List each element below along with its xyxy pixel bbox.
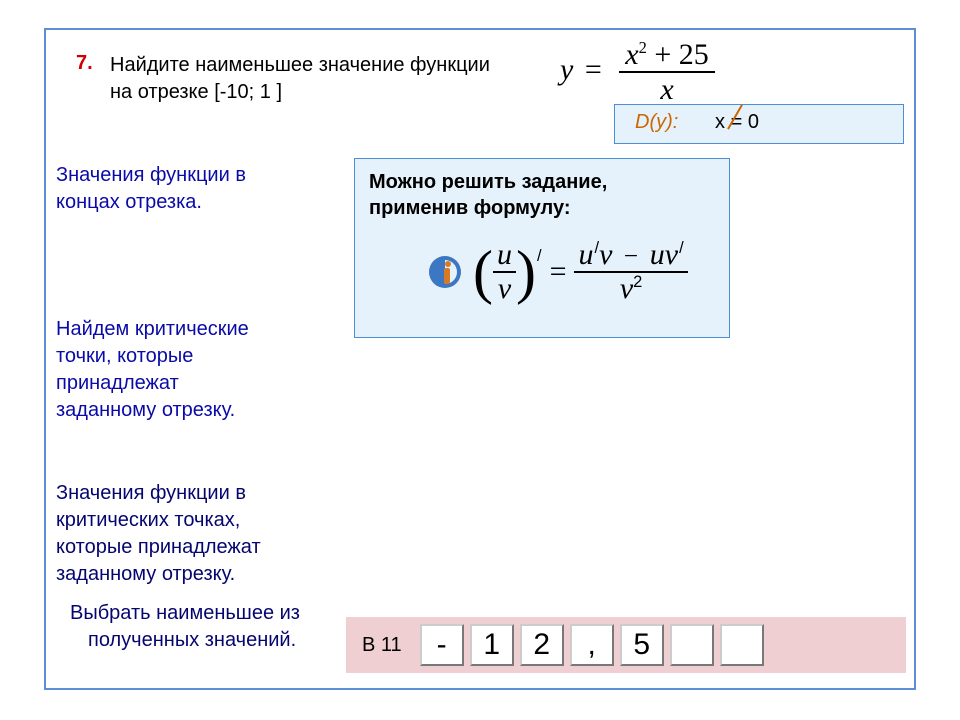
answer-cell-0[interactable]: - <box>420 624 464 666</box>
step2-line1: Найдем критические <box>56 318 249 340</box>
answer-cell-2[interactable]: 2 <box>520 624 564 666</box>
step2-line3: принадлежат <box>56 372 179 394</box>
step1-line2: концах отрезка. <box>56 191 202 213</box>
answer-cell-4[interactable]: 5 <box>620 624 664 666</box>
formula-y: y <box>560 53 573 86</box>
hint-box: Можно решить задание, применив формулу: … <box>354 158 730 338</box>
rhs-u1: u <box>578 238 593 271</box>
rhs-u2: u <box>650 238 665 271</box>
step3-line3: которые принадлежат <box>56 536 261 558</box>
rhs-v-sq: v <box>620 272 633 305</box>
rhs-numerator: u/v − uv/ <box>574 239 687 273</box>
domain-condition: x = 0 <box>715 111 759 134</box>
step4-line2: полученных значений. <box>88 629 296 651</box>
answer-label: В 11 <box>362 634 402 657</box>
rhs-v2-prime: / <box>679 239 684 257</box>
formula-eq: = <box>581 53 606 86</box>
problem-number: 7. <box>76 52 93 75</box>
problem-statement: Найдите наименьшее значение функции на о… <box>110 52 540 106</box>
problem-line-1: Найдите наименьшее значение функции <box>110 54 490 76</box>
answer-cell-3[interactable]: , <box>570 624 614 666</box>
domain-zero: 0 <box>748 111 759 133</box>
not-equal-sign: = <box>731 111 743 134</box>
lhs-u: u <box>493 239 516 273</box>
step2-line2: точки, которые <box>56 345 193 367</box>
domain-label: D(y): <box>635 111 678 134</box>
side-step-4: Выбрать наименьшее из полученных значени… <box>70 600 370 654</box>
formula-denominator: x <box>619 73 715 106</box>
step2-line4: заданному отрезку. <box>56 399 235 421</box>
right-fraction: u/v − uv/ v2 <box>574 239 687 304</box>
rhs-v2: v <box>665 238 678 271</box>
step3-line4: заданному отрезку. <box>56 563 235 585</box>
eq-sign: = <box>542 255 575 289</box>
num-x: x <box>625 38 638 71</box>
num-exp: 2 <box>639 38 647 57</box>
step3-line1: Значения функции в <box>56 482 246 504</box>
answer-bar: В 11 - 1 2 , 5 <box>346 617 906 673</box>
rhs-v1: v <box>599 238 612 271</box>
hint-title-line2: применив формулу: <box>369 197 571 219</box>
left-fraction: u v <box>493 239 516 304</box>
rhs-minus: − <box>620 241 642 270</box>
step1-line1: Значения функции в <box>56 164 246 186</box>
rhs-denominator: v2 <box>574 273 687 305</box>
hint-formula: ( u v ) / = u/v − uv/ v2 <box>425 239 688 304</box>
hint-title-line1: Можно решить задание, <box>369 171 607 193</box>
hint-title: Можно решить задание, применив формулу: <box>369 169 715 221</box>
side-step-1: Значения функции в концах отрезка. <box>56 162 336 216</box>
rhs-sq: 2 <box>633 273 642 291</box>
problem-line-2: на отрезке [-10; 1 ] <box>110 81 282 103</box>
num-plus25: + 25 <box>654 38 708 71</box>
answer-cell-5[interactable] <box>670 624 714 666</box>
formula-fraction: x2 + 25 x <box>619 38 715 106</box>
domain-x: x <box>715 111 725 133</box>
side-step-3: Значения функции в критических точках, к… <box>56 480 336 588</box>
answer-cell-1[interactable]: 1 <box>470 624 514 666</box>
formula-numerator: x2 + 25 <box>619 38 715 73</box>
step3-line2: критических точках, <box>56 509 240 531</box>
info-icon <box>425 252 465 292</box>
lhs-v: v <box>493 273 516 305</box>
quotient-rule-formula: ( u v ) / = u/v − uv/ v2 <box>473 239 688 304</box>
domain-box: D(y): x = 0 <box>614 104 904 144</box>
step4-line1: Выбрать наименьшее из <box>70 602 300 624</box>
side-step-2: Найдем критические точки, которые принад… <box>56 316 336 424</box>
main-function-formula: y = x2 + 25 x <box>560 38 715 106</box>
answer-cell-6[interactable] <box>720 624 764 666</box>
